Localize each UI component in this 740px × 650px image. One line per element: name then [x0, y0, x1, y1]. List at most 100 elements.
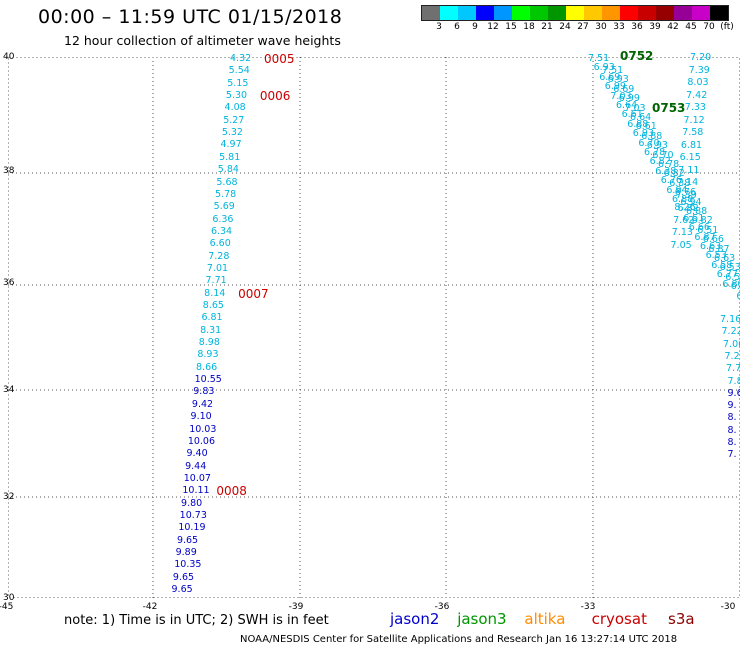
swh-value: 7.8: [727, 375, 740, 387]
swh-value: 6.93: [607, 74, 629, 86]
swh-value: 7.39: [688, 64, 710, 76]
color-scale-label: 3: [436, 22, 442, 32]
swh-value: 6.51: [683, 212, 705, 224]
color-swatch: [692, 6, 710, 20]
swh-value: 6.88: [641, 130, 663, 142]
swh-value: 8.65: [202, 300, 224, 311]
swh-value: 10.55: [194, 374, 222, 386]
swh-value: 8.98: [198, 337, 220, 349]
x-tick-label: -36: [434, 602, 450, 612]
swh-value: 6.88: [627, 118, 649, 130]
swh-value: 6.93: [593, 62, 615, 74]
swh-value: 4.08: [224, 102, 246, 114]
swh-value: 6.81: [201, 312, 223, 324]
time-marker: 0753: [652, 101, 686, 115]
swh-value: 6.77: [716, 269, 738, 281]
swh-value: 5.54: [228, 65, 250, 77]
swh-value: 7.14: [677, 177, 699, 188]
swh-value: 8.: [727, 412, 737, 424]
swh-value: 6.58: [725, 271, 740, 283]
color-swatch: [638, 6, 656, 20]
swh-value: 6.88: [672, 194, 694, 205]
swh-value: 6.53: [719, 262, 740, 274]
swh-value: 5.15: [227, 77, 249, 89]
page-title: 00:00 – 11:59 UTC 01/15/2018: [38, 6, 343, 28]
color-swatch: [566, 6, 584, 20]
color-scale-label: 33: [613, 22, 625, 32]
swh-value: 7.51: [588, 53, 610, 64]
swh-value: 5.81: [219, 151, 241, 163]
swh-value: 7.11: [678, 164, 700, 176]
swh-value: 9.89: [175, 547, 197, 558]
plot-frame: [8, 57, 740, 598]
swh-value: 9.65: [171, 584, 193, 596]
color-scale-label: (ft): [720, 22, 734, 32]
swh-value: 6.51: [697, 224, 719, 236]
swh-value: 6.76: [660, 175, 682, 187]
swh-value: 6.93: [632, 128, 654, 140]
swh-value: 6.53: [705, 250, 727, 262]
swh-value: 6.94: [680, 196, 702, 208]
swh-value: 6.82: [691, 215, 713, 227]
swh-value: 10.73: [179, 509, 207, 521]
color-scale-bar: [421, 5, 729, 21]
satellite-legend-item: cryosat: [591, 610, 647, 628]
color-swatch: [674, 6, 692, 20]
swh-value: 6.99: [604, 81, 626, 93]
swh-value: 6.94: [666, 184, 688, 196]
color-swatch: [422, 6, 440, 20]
swh-value: 7.2: [724, 350, 740, 362]
color-swatch: [458, 6, 476, 20]
swh-value: 5.32: [221, 127, 243, 139]
color-swatch: [548, 6, 566, 20]
swh-value: 7.: [727, 449, 737, 461]
swh-value: 6.69: [599, 71, 621, 83]
swh-value: 6.70: [638, 137, 660, 149]
satellite-legend-item: jason3: [457, 610, 507, 628]
swh-value: 6.78: [658, 159, 680, 170]
color-scale-label: 24: [559, 22, 571, 32]
swh-value: 7.03: [624, 102, 646, 114]
swh-value: 7.05: [670, 239, 692, 251]
swh-value: 6.88: [686, 206, 708, 217]
color-swatch: [656, 6, 674, 20]
grid-lines: [8, 57, 740, 598]
swh-value: 8.93: [197, 349, 219, 361]
time-marker: 0005: [264, 52, 295, 66]
legend-note: note: 1) Time is in UTC; 2) SWH is in fe…: [64, 613, 329, 628]
swh-value: 5.84: [217, 164, 239, 176]
x-tick-label: -30: [720, 602, 736, 612]
color-swatch: [710, 6, 728, 20]
swh-value: 10.11: [182, 485, 210, 497]
swh-value: 6.34: [210, 225, 233, 237]
y-tick-label: 32: [3, 492, 15, 502]
satellite-legend-item: jason2: [390, 610, 440, 628]
color-scale-label: 70: [703, 22, 715, 32]
swh-value: 7.01: [206, 262, 229, 274]
swh-value: 6.70: [652, 149, 674, 161]
swh-value: 7.7: [726, 363, 740, 375]
swh-value: 7.58: [682, 127, 704, 138]
swh-value: 9.40: [186, 448, 208, 460]
x-tick-label: -45: [0, 602, 14, 612]
time-marker: 0752: [620, 49, 654, 63]
swh-value: 9.6: [727, 387, 740, 399]
swh-value: 6.76: [674, 187, 696, 199]
swh-value: 5.69: [213, 201, 235, 213]
color-scale-label: 6: [454, 22, 460, 32]
swh-value: 8.31: [200, 324, 222, 336]
swh-value: 6.38: [669, 177, 691, 189]
swh-value: 6.99: [618, 93, 640, 105]
swh-value: 7.16: [720, 314, 740, 325]
color-scale-label: 21: [541, 22, 553, 32]
swh-value: 9.65: [176, 534, 199, 546]
x-tick-label: -39: [288, 602, 304, 612]
y-tick-label: 36: [3, 278, 15, 288]
x-tick-label: -33: [580, 602, 596, 612]
time-marker: 0007: [238, 286, 269, 301]
color-scale-label: 30: [595, 22, 607, 32]
swh-value: 7.28: [208, 250, 230, 262]
swh-value: 5.78: [215, 188, 237, 200]
color-swatch: [584, 6, 602, 20]
color-scale-label: 39: [649, 22, 661, 32]
